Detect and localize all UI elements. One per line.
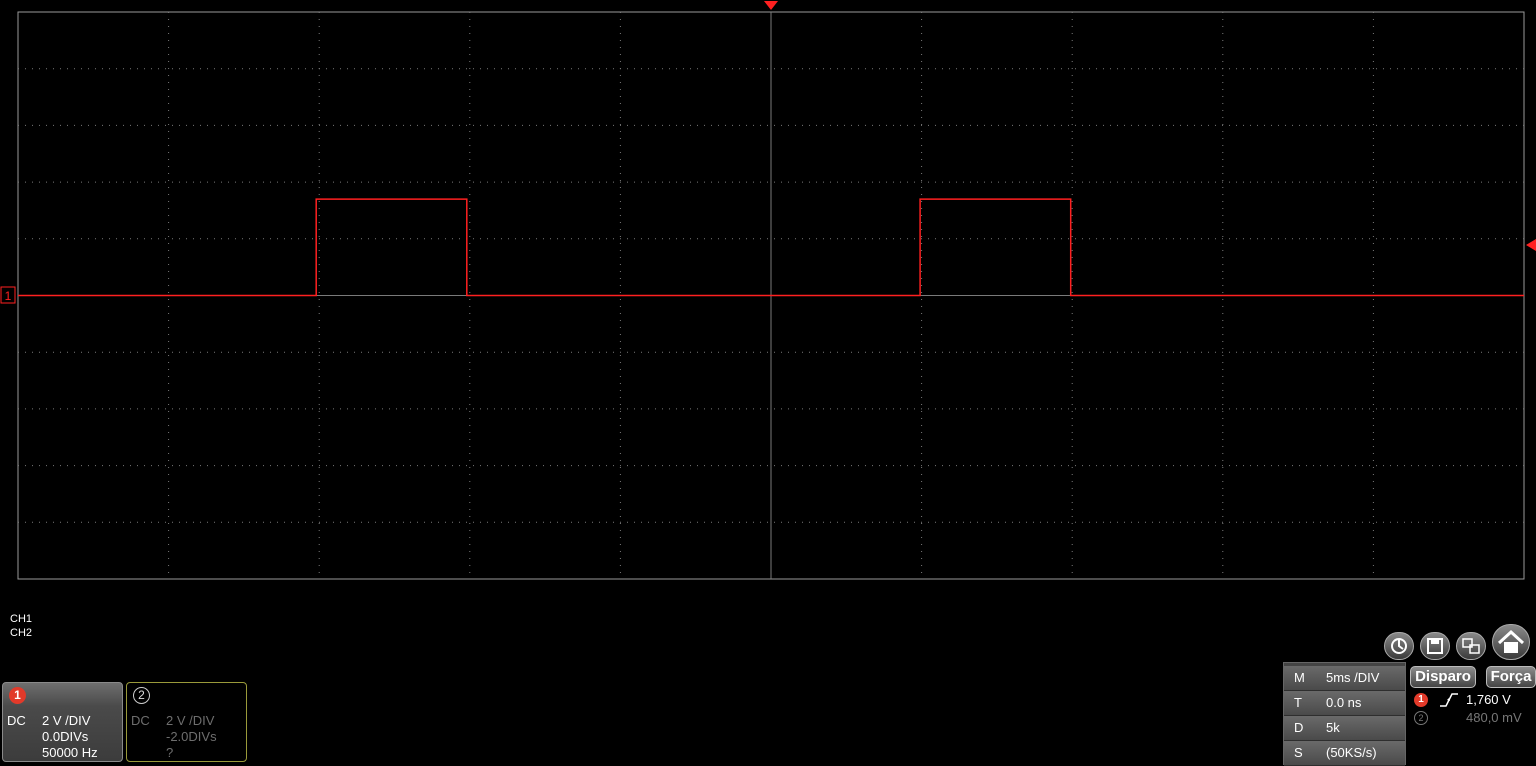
ch2-settings-panel[interactable]: 2 DC 2 V /DIV -2.0DIVs ? xyxy=(126,682,247,762)
screens-icon[interactable] xyxy=(1456,632,1486,660)
timebase-key: T xyxy=(1294,695,1302,710)
timebase-value: 5k xyxy=(1326,720,1340,735)
timebase-row-d[interactable]: D 5k xyxy=(1284,716,1405,741)
ch1-waveform xyxy=(18,198,1524,297)
ch1-ground-marker[interactable]: 1 xyxy=(0,286,16,304)
trigger-ch2-level[interactable]: 2 480,0 mV xyxy=(1414,710,1534,728)
ch2-badge-icon: 2 xyxy=(133,687,150,704)
disparo-button[interactable]: Disparo xyxy=(1410,666,1476,688)
ch2-offset: -2.0DIVs xyxy=(166,729,217,744)
home-icon[interactable] xyxy=(1492,624,1530,660)
ch2-frequency: ? xyxy=(166,745,174,760)
rising-edge-icon xyxy=(1440,693,1458,707)
trigger-ch2-badge-icon: 2 xyxy=(1414,711,1428,725)
forca-button[interactable]: Força xyxy=(1486,666,1536,688)
ch1-vdiv: 2 V /DIV xyxy=(42,713,91,728)
timebase-value: 0.0 ns xyxy=(1326,695,1362,710)
save-icon[interactable] xyxy=(1420,632,1450,660)
timebase-row-t[interactable]: T 0.0 ns xyxy=(1284,691,1405,716)
trigger-ch1-level[interactable]: 1 1,760 V xyxy=(1414,692,1534,710)
timebase-key: S xyxy=(1294,745,1303,760)
trigger-level-ch1: 1,760 V xyxy=(1466,692,1511,707)
ch1-ground-marker-label: 1 xyxy=(5,289,12,303)
timebase-value: 5ms /DIV xyxy=(1326,670,1380,685)
ch1-badge-icon: 1 xyxy=(9,687,26,704)
timebase-row-s[interactable]: S (50KS/s) xyxy=(1284,741,1405,766)
ch2-label: CH2 xyxy=(10,627,33,639)
ch1-offset: 0.0DIVs xyxy=(42,729,89,744)
toolbar xyxy=(1382,624,1532,660)
ch1-trace xyxy=(18,198,1524,297)
auto-setup-icon[interactable] xyxy=(1384,632,1414,660)
timebase-key: D xyxy=(1294,720,1304,735)
timebase-value: (50KS/s) xyxy=(1326,745,1377,760)
scope-screen[interactable]: 1 xyxy=(0,0,1536,600)
trigger-ch1-badge-icon: 1 xyxy=(1414,693,1428,707)
timebase-key: M xyxy=(1294,670,1305,685)
ch2-vdiv: 2 V /DIV xyxy=(166,713,215,728)
ch1-frequency: 50000 Hz xyxy=(42,745,98,760)
trigger-level-ch2: 480,0 mV xyxy=(1466,710,1522,725)
trigger-panel: Disparo Força 1 1,760 V 2 480,0 mV xyxy=(1408,662,1536,765)
trigger-position-marker[interactable] xyxy=(764,1,778,10)
ch1-label: CH1 xyxy=(10,613,33,625)
timebase-panel[interactable]: M 5ms /DIV T 0.0 ns D 5k S (50KS/s) xyxy=(1283,662,1406,766)
ch2-coupling: DC xyxy=(131,713,150,728)
ch1-settings-panel[interactable]: 1 DC 2 V /DIV 0.0DIVs 50000 Hz xyxy=(2,682,123,762)
channel-labels: CH1 CH2 xyxy=(10,612,32,640)
trigger-level-marker[interactable] xyxy=(1526,239,1536,251)
ch1-coupling: DC xyxy=(7,713,26,728)
timebase-row-m[interactable]: M 5ms /DIV xyxy=(1284,666,1405,691)
